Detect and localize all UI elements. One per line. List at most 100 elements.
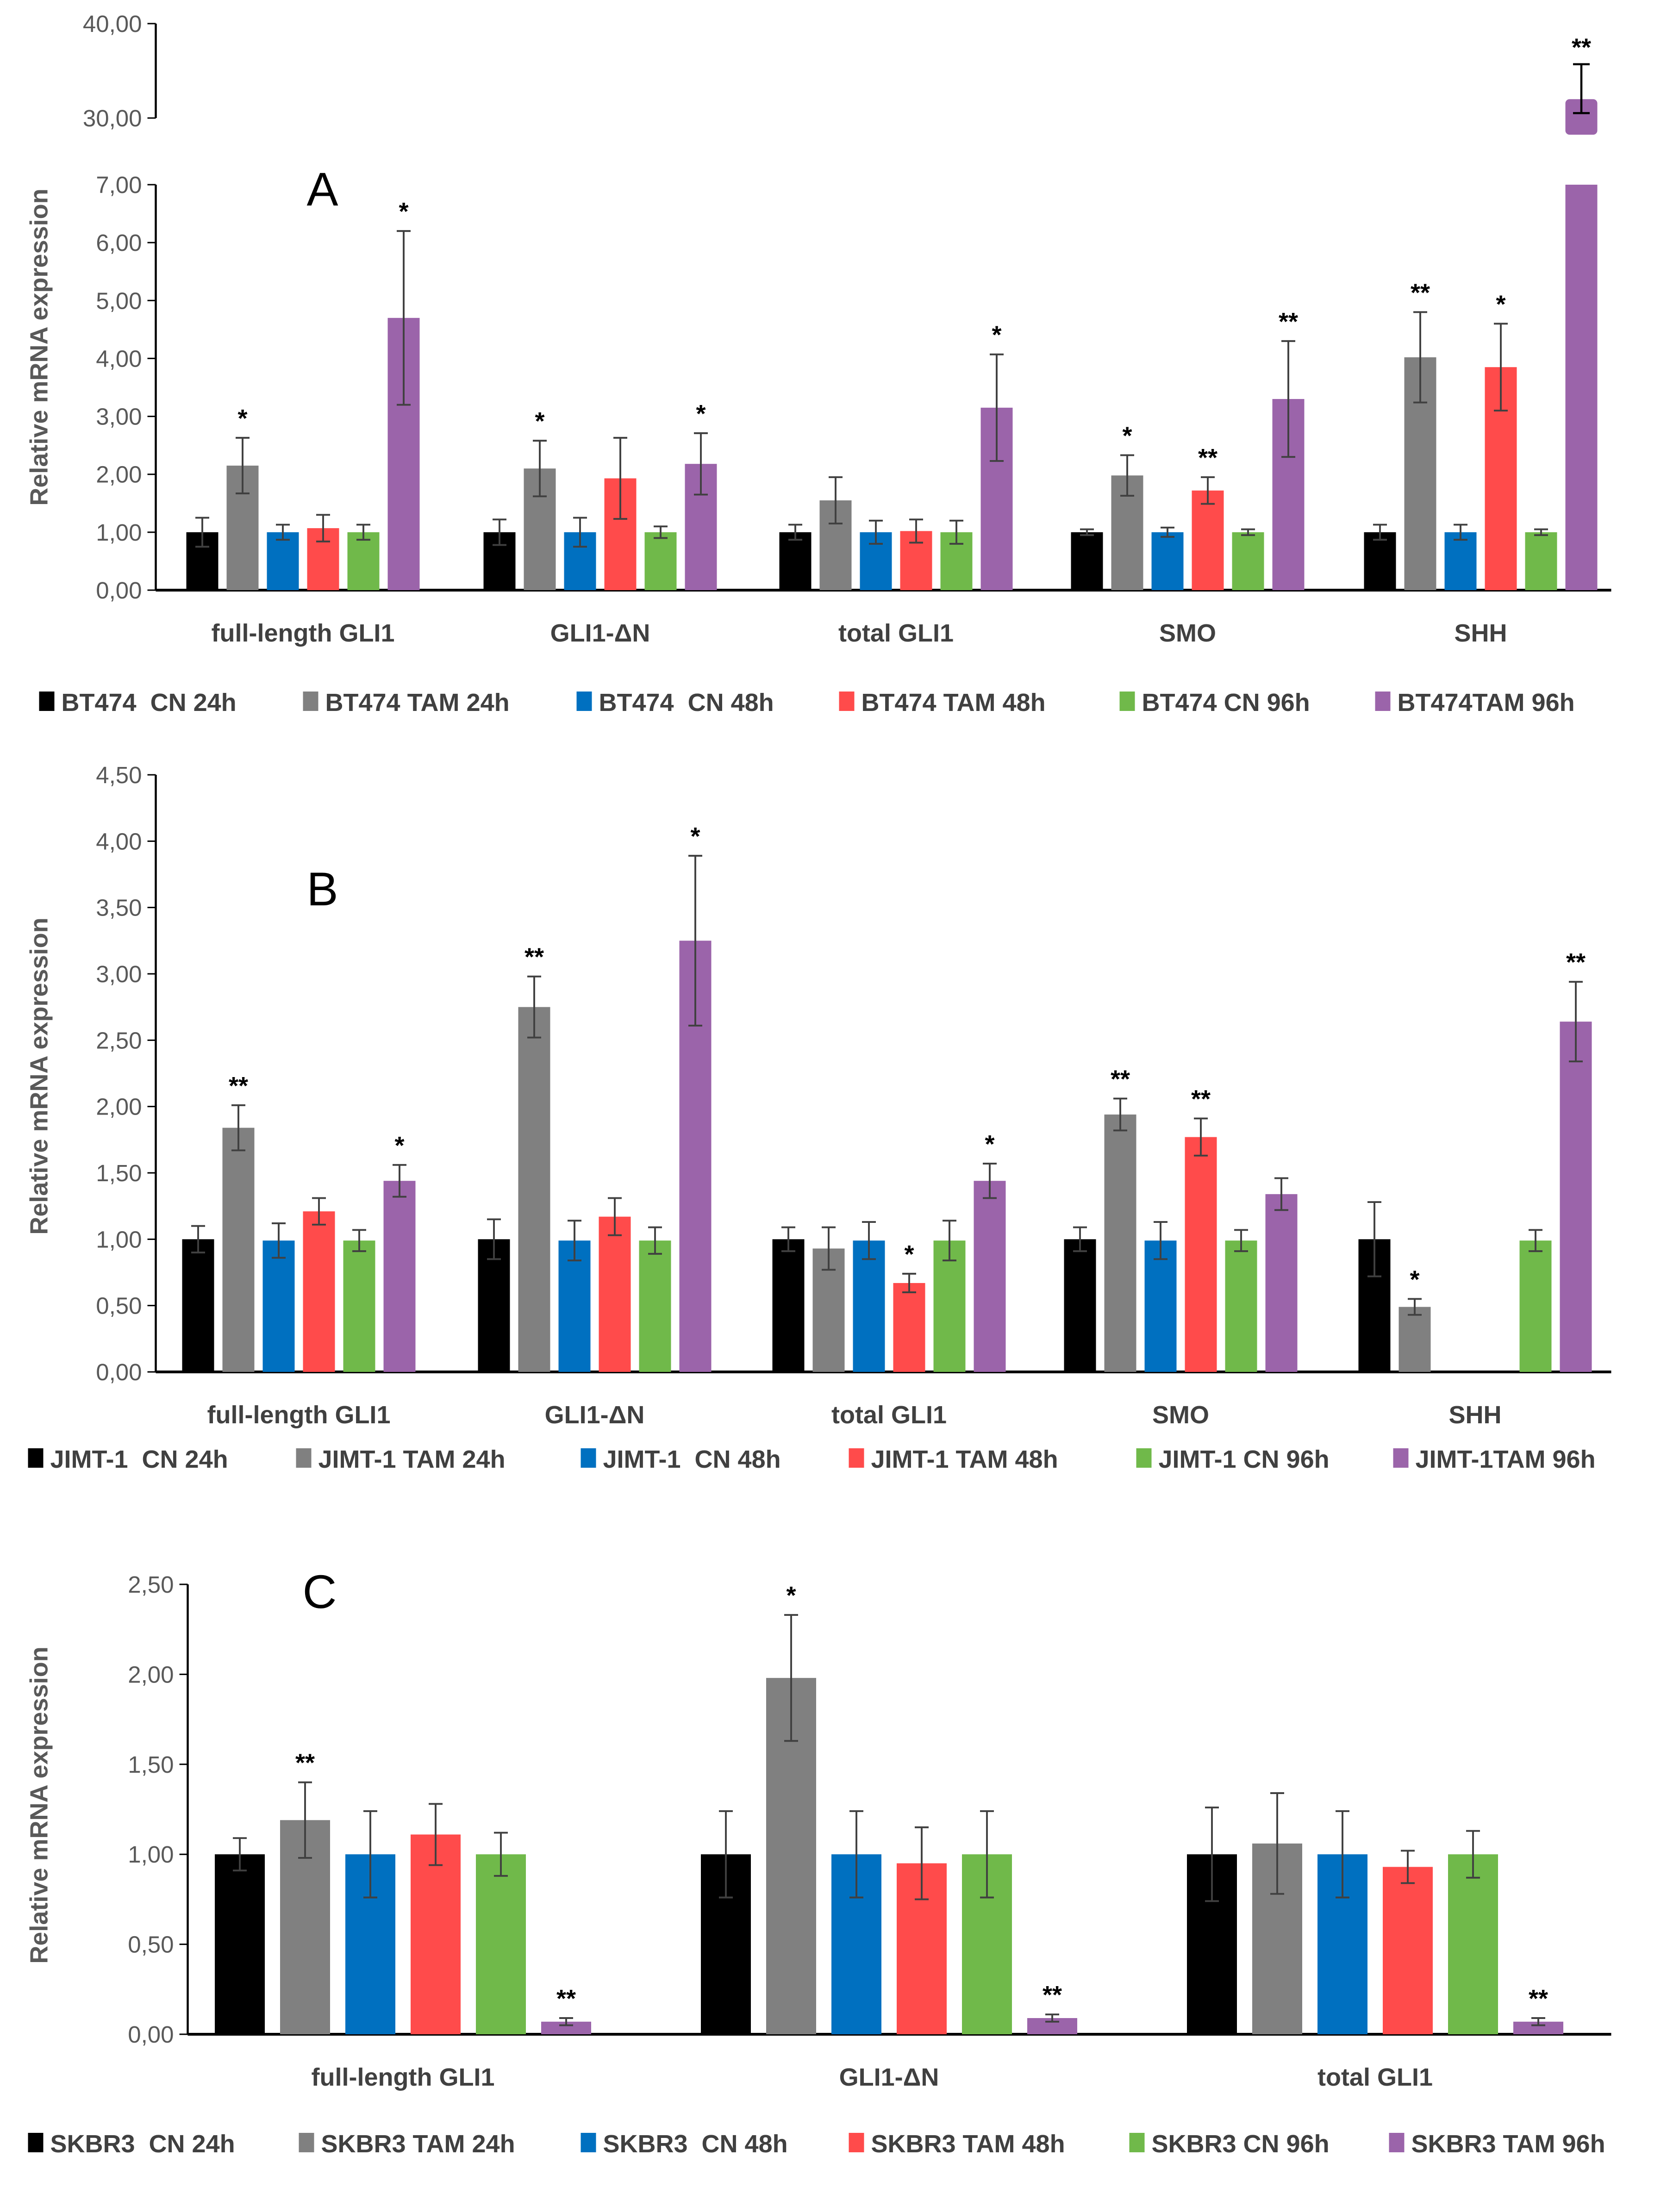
category-label: full-length GLI1 <box>207 1401 391 1429</box>
significance-marker: ** <box>229 1072 248 1100</box>
category-label: SHH <box>1454 619 1507 647</box>
category-label: full-length GLI1 <box>312 2063 495 2091</box>
legend-swatch <box>849 1448 864 1468</box>
legend-label: SKBR3 CN 48h <box>603 2130 788 2158</box>
y-axis-label: Relative mRNA expression <box>25 1646 53 1963</box>
legend-swatch <box>581 1448 596 1468</box>
bar <box>599 1216 631 1372</box>
bar <box>182 1239 214 1372</box>
legend-swatch <box>839 692 855 711</box>
y-tick-label: 40,00 <box>83 11 142 37</box>
bar <box>215 1854 265 2034</box>
legend-swatch <box>1393 1448 1409 1468</box>
legend-swatch <box>1375 692 1391 711</box>
legend-label: BT474 TAM 24h <box>325 689 510 717</box>
legend-swatch <box>1136 1448 1152 1468</box>
bar <box>772 1239 805 1372</box>
panel-label: B <box>306 863 338 916</box>
y-tick-label: 4,00 <box>96 828 142 854</box>
y-tick-label: 0,00 <box>96 577 142 604</box>
bar <box>343 1240 375 1372</box>
legend-label: BT474 CN 48h <box>599 689 774 717</box>
significance-marker: * <box>1122 422 1132 449</box>
category-label: SHH <box>1448 1401 1501 1429</box>
legend-label: JIMT-1 TAM 24h <box>318 1446 506 1473</box>
y-tick-label: 0,00 <box>96 1359 142 1385</box>
legend-swatch <box>1129 2133 1145 2152</box>
legend-label: SKBR3 TAM 24h <box>321 2130 515 2158</box>
y-tick-label: 5,00 <box>96 287 142 314</box>
legend-swatch <box>299 2133 314 2152</box>
significance-marker: ** <box>295 1749 315 1777</box>
y-tick-label: 6,00 <box>96 230 142 256</box>
legend-swatch <box>28 2133 44 2152</box>
bar <box>347 532 380 590</box>
legend-swatch <box>581 2133 596 2152</box>
bar-upper-segment <box>1565 99 1598 135</box>
y-tick-label: 3,50 <box>96 895 142 921</box>
bar <box>1144 1240 1177 1372</box>
bar <box>1185 1137 1217 1372</box>
significance-marker: * <box>399 198 408 225</box>
y-tick-label: 2,50 <box>96 1027 142 1053</box>
significance-marker: ** <box>1529 1985 1548 2013</box>
legend-label: JIMT-1TAM 96h <box>1416 1446 1596 1473</box>
bar <box>853 1240 885 1372</box>
bar <box>476 1854 526 2034</box>
bar <box>1064 1239 1096 1372</box>
legend-swatch <box>28 1448 44 1468</box>
legend-label: JIMT-1 CN 48h <box>603 1446 781 1473</box>
bar <box>1444 532 1477 590</box>
category-label: total GLI1 <box>831 1401 947 1429</box>
y-tick-label: 3,00 <box>96 404 142 430</box>
y-tick-label: 30,00 <box>83 105 142 131</box>
significance-marker: * <box>690 822 700 850</box>
bar <box>1265 1194 1298 1372</box>
significance-marker: * <box>237 405 247 432</box>
significance-marker: * <box>1410 1265 1419 1293</box>
bar <box>222 1128 255 1372</box>
bar <box>1151 532 1184 590</box>
bar <box>933 1240 966 1372</box>
bar <box>518 1007 550 1372</box>
panel-label: C <box>303 1565 337 1618</box>
significance-marker: ** <box>1566 948 1586 976</box>
significance-marker: * <box>394 1132 404 1159</box>
bar <box>303 1211 335 1372</box>
significance-marker: * <box>535 407 544 435</box>
legend-swatch <box>303 692 318 711</box>
significance-marker: ** <box>556 1985 576 2013</box>
y-tick-label: 7,00 <box>96 172 142 198</box>
legend-label: SKBR3 CN 24h <box>50 2130 235 2158</box>
significance-marker: * <box>904 1240 914 1268</box>
category-label: total GLI1 <box>1317 2063 1433 2091</box>
y-tick-label: 2,00 <box>128 1661 174 1688</box>
significance-marker: ** <box>1111 1065 1130 1093</box>
y-tick-label: 1,00 <box>128 1841 174 1868</box>
bar <box>262 1240 295 1372</box>
category-label: GLI1-ΔN <box>545 1401 645 1429</box>
bar <box>1364 532 1396 590</box>
legend-label: BT474 TAM 48h <box>862 689 1046 717</box>
significance-marker: * <box>985 1130 994 1158</box>
y-axis-label: Relative mRNA expression <box>25 917 53 1234</box>
legend-label: JIMT-1 TAM 48h <box>871 1446 1058 1473</box>
legend-label: JIMT-1 CN 96h <box>1159 1446 1330 1473</box>
significance-marker: ** <box>524 943 544 971</box>
bar <box>267 532 299 590</box>
significance-marker: ** <box>1411 279 1430 306</box>
y-tick-label: 0,50 <box>128 1932 174 1958</box>
bar <box>1560 1022 1592 1372</box>
significance-marker: * <box>696 400 706 428</box>
bar <box>1519 1240 1552 1372</box>
category-label: full-length GLI1 <box>212 619 395 647</box>
legend-label: BT474 CN 24h <box>62 689 237 717</box>
y-tick-label: 1,00 <box>96 519 142 546</box>
y-tick-label: 1,00 <box>96 1226 142 1252</box>
y-tick-label: 0,50 <box>96 1293 142 1319</box>
bar <box>478 1239 510 1372</box>
significance-marker: ** <box>1043 1981 1062 2009</box>
y-axis-label: Relative mRNA expression <box>25 188 53 505</box>
y-tick-label: 4,50 <box>96 762 142 788</box>
